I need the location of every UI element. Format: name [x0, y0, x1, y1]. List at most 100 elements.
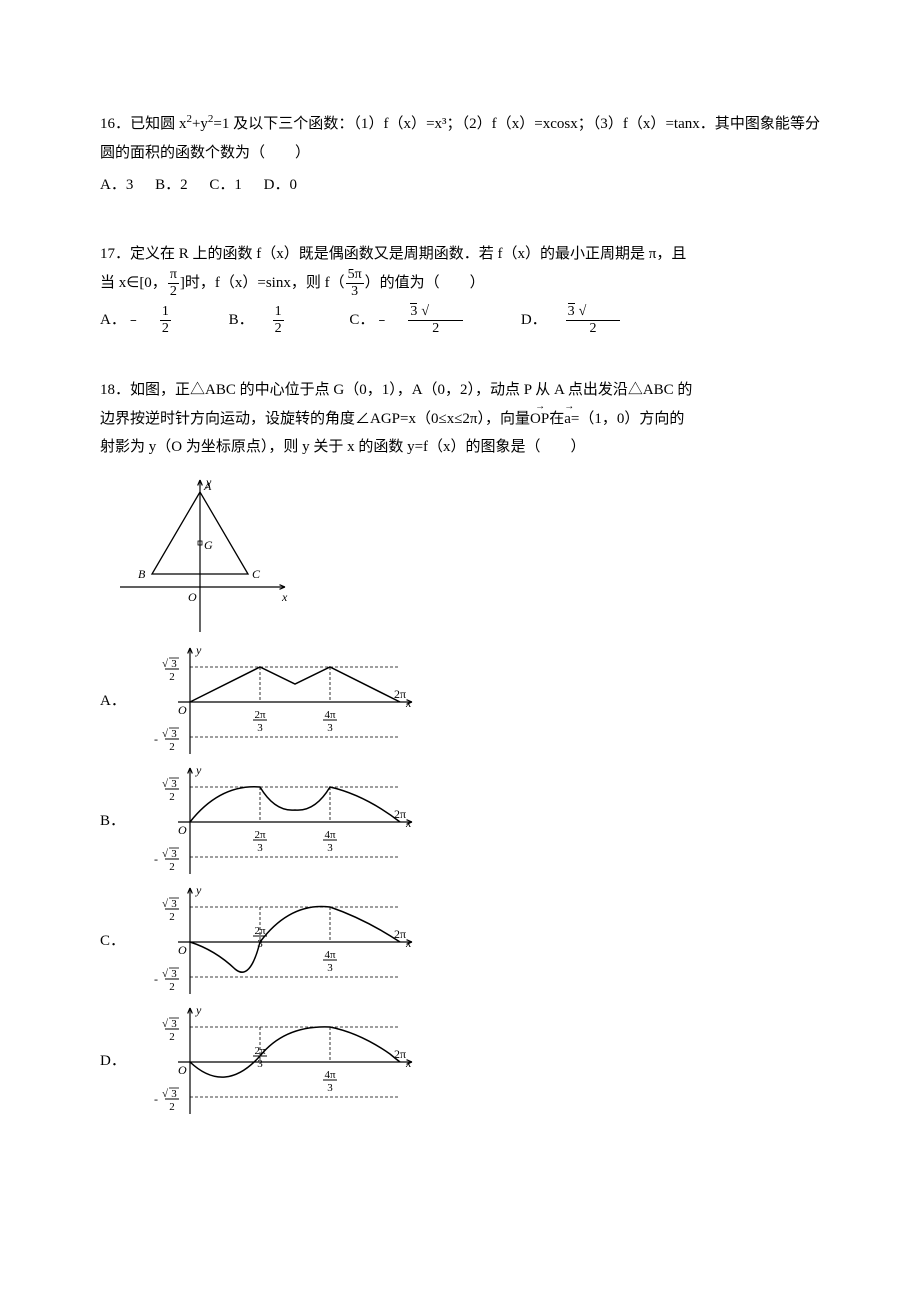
q18-l1: 如图，正△ABC 的中心位于点 G（0，1），A（0，2），动点 P 从 A 点…	[130, 382, 692, 398]
svg-text:3: 3	[171, 658, 177, 670]
svg-text:G: G	[204, 538, 213, 552]
q18-opt-b-label: B．	[100, 807, 140, 836]
q18-l2a: 边界按逆时针方向运动，设旋转的角度∠AGP=x（0≤x≤2π），向量	[100, 411, 530, 427]
q16-opt-b: B．2	[155, 177, 188, 193]
svg-text:√: √	[162, 898, 169, 910]
q18-option-a-row: A． yxO√32-√322π34π32π	[100, 642, 820, 762]
q18-l2c: =（1，0）方向的	[571, 411, 684, 427]
svg-text:A: A	[203, 479, 212, 493]
q17-l2c: ）的值为（ ）	[365, 275, 485, 291]
q18-l3: 射影为 y（O 为坐标原点），则 y 关于 x 的函数 y=f（x）的图象是（ …	[100, 439, 586, 455]
q17-opt-c: C．﹣3√2	[349, 312, 499, 328]
svg-text:2: 2	[169, 791, 175, 803]
q18-graph-a: yxO√32-√322π34π32π	[140, 642, 420, 762]
q18-opt-a-label: A．	[100, 687, 140, 716]
svg-text:3: 3	[171, 848, 177, 860]
svg-text:4π: 4π	[324, 709, 336, 721]
svg-text:y: y	[195, 643, 202, 657]
q16-text-before: 已知圆	[130, 116, 179, 132]
svg-text:3: 3	[171, 1018, 177, 1030]
q17-line1a: 定义在 R 上的函数 f（x）既是偶函数又是周期函数．若 f（x）的最小正周期是…	[130, 246, 686, 262]
q18-option-d-row: D． yxO√32-√322π34π32π	[100, 1002, 820, 1122]
svg-text:√: √	[162, 728, 169, 740]
svg-text:2π: 2π	[254, 829, 266, 841]
svg-text:3: 3	[327, 842, 333, 854]
svg-text:y: y	[195, 763, 202, 777]
q16-options: A．3 B．2 C．1 D．0	[100, 171, 820, 200]
svg-text:√: √	[162, 1088, 169, 1100]
svg-text:2: 2	[169, 1031, 175, 1043]
svg-text:4π: 4π	[324, 829, 336, 841]
svg-text:-: -	[154, 852, 158, 866]
svg-text:3: 3	[171, 968, 177, 980]
q17-l2a: 当 x∈[0，	[100, 275, 167, 291]
q17-number: 17．	[100, 246, 130, 262]
svg-text:3: 3	[257, 1058, 263, 1070]
svg-text:-: -	[154, 1092, 158, 1106]
svg-text:3: 3	[257, 842, 263, 854]
svg-text:4π: 4π	[324, 949, 336, 961]
svg-text:3: 3	[257, 722, 263, 734]
svg-text:O: O	[178, 823, 187, 837]
question-17: 17．定义在 R 上的函数 f（x）既是偶函数又是周期函数．若 f（x）的最小正…	[100, 240, 820, 337]
q18-line2: 边界按逆时针方向运动，设旋转的角度∠AGP=x（0≤x≤2π），向量→OP在→a…	[100, 405, 820, 434]
question-16: 16．已知圆 x2+y2=1 及以下三个函数：（1）f（x）=x³；（2）f（x…	[100, 110, 820, 200]
svg-text:4π: 4π	[324, 1069, 336, 1081]
svg-text:y: y	[195, 1003, 202, 1017]
q17-l2b: ]时，f（x）=sinx，则 f（	[180, 275, 345, 291]
q18-l2b: 在	[549, 411, 564, 427]
svg-text:2: 2	[169, 671, 175, 683]
frac-5pi-3: 5π3	[346, 268, 364, 299]
svg-text:3: 3	[171, 898, 177, 910]
svg-text:O: O	[178, 943, 187, 957]
svg-text:O: O	[178, 703, 187, 717]
vector-op: →OP	[530, 405, 549, 434]
svg-text:3: 3	[327, 962, 333, 974]
q18-line3: 射影为 y（O 为坐标原点），则 y 关于 x 的函数 y=f（x）的图象是（ …	[100, 433, 820, 462]
svg-text:O: O	[188, 590, 197, 604]
q16-opt-a: A．3	[100, 177, 133, 193]
svg-text:2π: 2π	[254, 709, 266, 721]
q18-graph-c: yxO√32-√322π34π32π	[140, 882, 420, 1002]
svg-text:O: O	[178, 1063, 187, 1077]
svg-text:√: √	[162, 1018, 169, 1030]
svg-text:√: √	[162, 778, 169, 790]
svg-text:C: C	[252, 567, 261, 581]
q17-opt-a: A．﹣12	[100, 312, 207, 328]
svg-text:3: 3	[327, 722, 333, 734]
q18-line1: 18．如图，正△ABC 的中心位于点 G（0，1），A（0，2），动点 P 从 …	[100, 376, 820, 405]
q16-eq: x2+y2=1	[179, 116, 229, 132]
svg-text:2: 2	[169, 741, 175, 753]
frac-pi-2: π2	[168, 268, 179, 299]
q18-opt-d-label: D．	[100, 1047, 140, 1076]
svg-text:2π: 2π	[254, 925, 266, 937]
svg-text:x: x	[281, 590, 288, 604]
question-18: 18．如图，正△ABC 的中心位于点 G（0，1），A（0，2），动点 P 从 …	[100, 376, 820, 1122]
svg-text:3: 3	[171, 778, 177, 790]
q18-number: 18．	[100, 382, 130, 398]
svg-text:2: 2	[169, 911, 175, 923]
q16-number: 16．	[100, 116, 130, 132]
svg-text:2: 2	[169, 981, 175, 993]
svg-text:B: B	[138, 567, 146, 581]
svg-text:y: y	[195, 883, 202, 897]
q18-main-figure: xyOABCG	[100, 472, 820, 642]
q18-opt-c-label: C．	[100, 927, 140, 956]
svg-text:3: 3	[171, 1088, 177, 1100]
q17-opt-d: D．3√2	[521, 312, 657, 328]
svg-text:3: 3	[327, 1082, 333, 1094]
q16-text: 16．已知圆 x2+y2=1 及以下三个函数：（1）f（x）=x³；（2）f（x…	[100, 110, 820, 167]
svg-text:3: 3	[171, 728, 177, 740]
svg-text:2: 2	[169, 861, 175, 873]
svg-text:2: 2	[169, 1101, 175, 1113]
vector-a: →a	[564, 405, 571, 434]
svg-text:√: √	[162, 968, 169, 980]
q18-graph-d: yxO√32-√322π34π32π	[140, 1002, 420, 1122]
svg-text:-: -	[154, 732, 158, 746]
q16-opt-c: C．1	[209, 177, 242, 193]
svg-text:√: √	[162, 658, 169, 670]
q18-graph-b: yxO√32-√322π34π32π	[140, 762, 420, 882]
svg-text:2π: 2π	[394, 687, 406, 701]
q16-opt-d: D．0	[264, 177, 297, 193]
q17-line1: 17．定义在 R 上的函数 f（x）既是偶函数又是周期函数．若 f（x）的最小正…	[100, 240, 820, 269]
